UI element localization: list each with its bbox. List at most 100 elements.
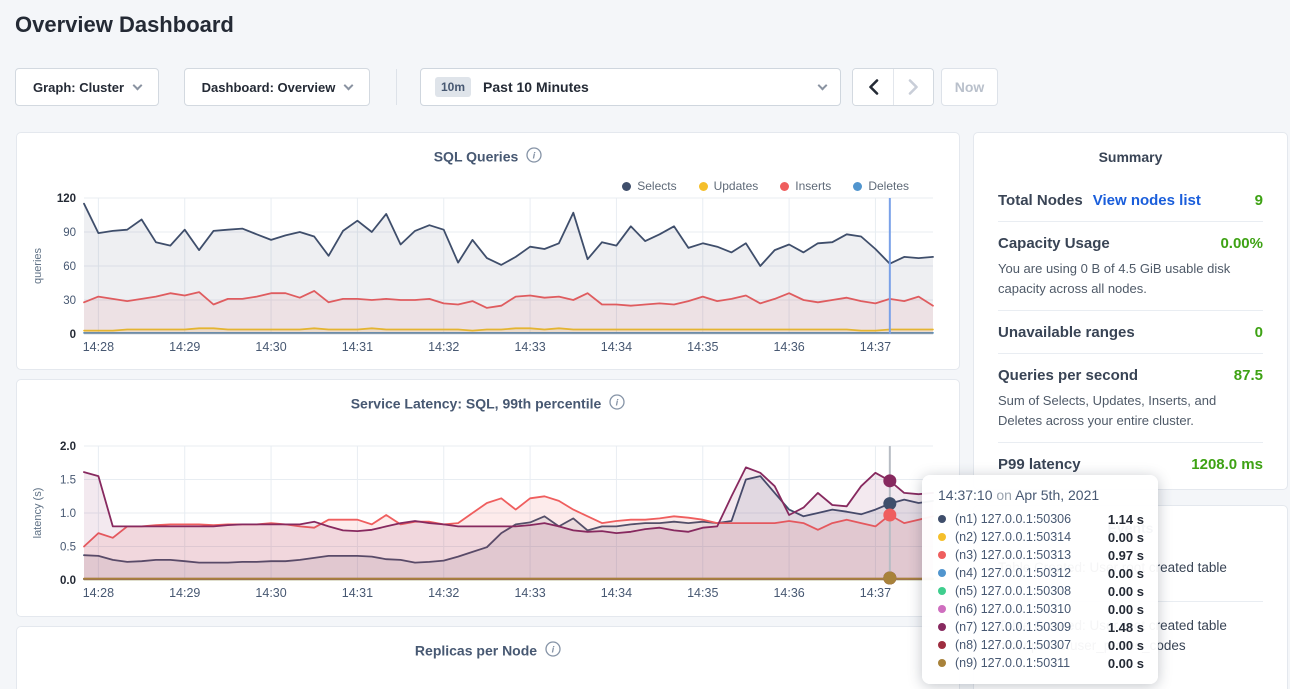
info-icon[interactable]: i <box>609 394 625 413</box>
node-latency-value: 0.00 s <box>1107 565 1144 581</box>
tooltip-node-row: (n7) 127.0.0.1:50309 1.48 s <box>938 618 1144 636</box>
node-address: (n5) 127.0.0.1:50308 <box>955 584 1072 598</box>
dashboard-dropdown[interactable]: Dashboard: Overview <box>184 68 370 106</box>
legend-item-deletes[interactable]: Deletes <box>853 179 909 193</box>
summary-row: Capacity Usage 0.00% You are using 0 B of … <box>998 222 1263 311</box>
x-tick-label: 14:28 <box>83 586 114 600</box>
info-icon[interactable]: i <box>545 641 561 660</box>
node-address: (n3) 127.0.0.1:50313 <box>955 548 1072 562</box>
tooltip-node-row: (n3) 127.0.0.1:50313 0.97 s <box>938 546 1144 564</box>
x-tick-label: 14:32 <box>428 340 459 354</box>
chart-title-row: Replicas per Node i <box>17 641 959 660</box>
view-nodes-list-link[interactable]: View nodes list <box>1092 192 1201 209</box>
service-latency-chart-title: Service Latency: SQL, 99th percentile <box>350 395 602 412</box>
chart-title-row: Service Latency: SQL, 99th percentile i <box>17 394 959 413</box>
y-tick-label: 1.5 <box>60 475 76 487</box>
y-tick-label: 0.0 <box>60 575 76 587</box>
legend-dot <box>780 181 790 191</box>
summary-label: Capacity Usage <box>998 235 1110 252</box>
summary-row: Total Nodes View nodes list 9 <box>998 179 1263 222</box>
tooltip-node-row: (n6) 127.0.0.1:50310 0.00 s <box>938 600 1144 618</box>
node-color-dot <box>938 659 946 667</box>
y-tick-label: 120 <box>57 193 76 205</box>
legend-label: Selects <box>637 179 677 193</box>
node-latency-value: 0.00 s <box>1107 637 1144 653</box>
summary-row: Unavailable ranges 0 <box>998 311 1263 354</box>
service-latency-card: Service Latency: SQL, 99th percentile i 0… <box>16 379 960 617</box>
replicas-per-node-card: Replicas per Node i <box>16 626 960 689</box>
summary-panel: Summary Total Nodes View nodes list 9 Capac… <box>973 132 1288 490</box>
node-address: (n1) 127.0.0.1:50306 <box>955 512 1072 526</box>
prev-timeframe-button[interactable] <box>853 69 893 105</box>
svg-text:i: i <box>616 398 619 409</box>
node-latency-value: 0.97 s <box>1107 547 1144 563</box>
node-latency-value: 0.00 s <box>1107 655 1144 671</box>
node-color-dot <box>938 551 946 559</box>
summary-description: Sum of Selects, Updates, Inserts, and De… <box>998 393 1217 428</box>
summary-title: Summary <box>1098 149 1163 165</box>
x-tick-label: 14:36 <box>773 586 804 600</box>
hover-point <box>883 474 897 488</box>
x-tick-label: 14:33 <box>514 586 545 600</box>
sql-queries-chart-title: SQL Queries <box>433 148 519 165</box>
node-color-dot <box>938 605 946 613</box>
tooltip-node-row: (n9) 127.0.0.1:50311 0.00 s <box>938 654 1144 672</box>
node-color-dot <box>938 641 946 649</box>
graph-dropdown[interactable]: Graph: Cluster <box>15 68 159 106</box>
time-range-picker[interactable]: 10m Past 10 Minutes <box>420 68 841 106</box>
tooltip-node-row: (n2) 127.0.0.1:50314 0.00 s <box>938 528 1144 546</box>
toolbar-divider <box>396 69 397 105</box>
y-tick-label: 90 <box>63 227 76 239</box>
chart-hover-tooltip: 14:37:10 on Apr 5th, 2021 (n1) 127.0.0.1… <box>922 475 1158 684</box>
sql-chart-legend: Selects Updates Inserts Deletes <box>622 179 909 193</box>
x-tick-label: 14:31 <box>342 586 373 600</box>
legend-dot <box>853 181 863 191</box>
series-line--n7-127-0-0-1-50309 <box>83 466 934 535</box>
legend-item-updates[interactable]: Updates <box>698 179 758 193</box>
service-latency-chart[interactable]: 0.0 0.5 1.0 1.5 2.0 14:28 14:29 14:30 14:31 14:32… <box>17 380 959 616</box>
hover-point <box>883 497 897 511</box>
node-address: (n8) 127.0.0.1:50307 <box>955 638 1072 652</box>
tooltip-node-row: (n4) 127.0.0.1:50312 0.00 s <box>938 564 1144 582</box>
svg-text:i: i <box>552 645 555 656</box>
node-latency-value: 0.00 s <box>1107 583 1144 599</box>
x-tick-label: 14:28 <box>83 340 114 354</box>
x-tick-label: 14:34 <box>601 586 632 600</box>
summary-value: 9 <box>1254 192 1263 209</box>
node-address: (n4) 127.0.0.1:50312 <box>955 566 1072 580</box>
node-latency-value: 0.00 s <box>1107 529 1144 545</box>
time-range-label: Past 10 Minutes <box>483 79 589 95</box>
page-title: Overview Dashboard <box>15 12 234 37</box>
series-line-selects <box>83 202 934 267</box>
summary-label: P99 latency <box>998 456 1081 473</box>
sql-queries-chart[interactable]: 0 30 60 90 120 14:28 14:29 14:30 14:31 14:32 14:33… <box>17 133 959 369</box>
node-latency-value: 1.48 s <box>1107 619 1144 635</box>
y-tick-label: 0 <box>70 329 76 341</box>
series-line-updates <box>83 327 934 332</box>
legend-item-inserts[interactable]: Inserts <box>780 179 831 193</box>
now-button[interactable]: Now <box>941 68 998 106</box>
tooltip-node-row: (n5) 127.0.0.1:50308 0.00 s <box>938 582 1144 600</box>
node-address: (n9) 127.0.0.1:50311 <box>955 656 1071 670</box>
time-range-badge: 10m <box>435 77 472 97</box>
dashboard-dropdown-label: Dashboard: Overview <box>201 79 336 95</box>
info-icon[interactable]: i <box>526 147 542 166</box>
x-tick-label: 14:29 <box>169 340 200 354</box>
chevron-left-icon <box>868 79 878 95</box>
legend-item-selects[interactable]: Selects <box>622 179 677 193</box>
x-tick-label: 14:35 <box>687 340 718 354</box>
node-address: (n6) 127.0.0.1:50310 <box>955 602 1072 616</box>
next-timeframe-button[interactable] <box>893 69 933 105</box>
x-tick-label: 14:33 <box>514 340 545 354</box>
series-line--n1-127-0-0-1-50306 <box>83 475 934 564</box>
series-line-inserts <box>83 289 934 309</box>
summary-value: 0.00% <box>1220 235 1263 252</box>
node-latency-value: 0.00 s <box>1107 601 1144 617</box>
summary-value: 1208.0 ms <box>1191 456 1263 473</box>
x-tick-label: 14:37 <box>860 586 891 600</box>
chevron-right-icon <box>908 79 918 95</box>
summary-label: Queries per second <box>998 367 1139 384</box>
node-latency-value: 1.14 s <box>1107 511 1144 527</box>
node-color-dot <box>938 533 946 541</box>
node-color-dot <box>938 587 946 595</box>
